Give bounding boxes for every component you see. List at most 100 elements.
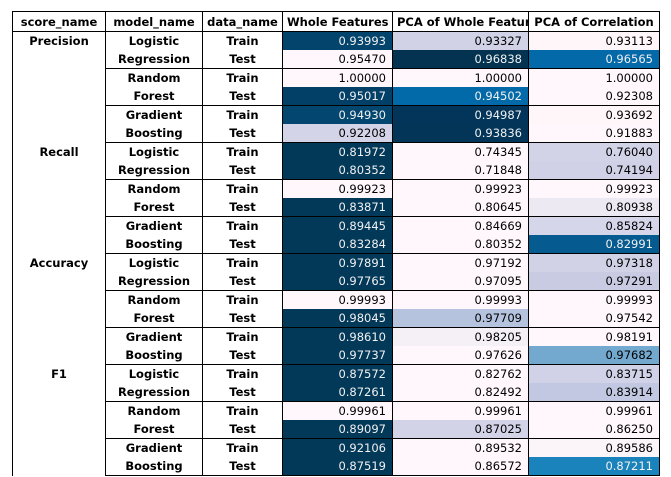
model-name-cell: Gradient <box>105 105 203 124</box>
pca-whole-features-cell: 0.97626 <box>392 346 529 365</box>
data-name-cell: Train <box>202 253 283 272</box>
whole-features-cell: 0.95470 <box>282 50 393 69</box>
model-name-cell: Boosting <box>105 346 203 365</box>
table-row: Random Train 0.99961 0.99961 0.99961 <box>13 401 660 420</box>
table-row: Random Train 0.99923 0.99923 0.99923 <box>13 179 660 198</box>
whole-features-cell: 0.94930 <box>282 105 393 124</box>
model-name-cell: Logistic <box>105 364 203 383</box>
pca-correlation-cell: 0.97542 <box>528 309 660 328</box>
header-score-name: score_name <box>12 11 106 32</box>
whole-features-cell: 1.00000 <box>282 68 393 87</box>
data-name-cell: Train <box>202 327 283 346</box>
pca-whole-features-cell: 1.00000 <box>392 68 529 87</box>
model-name-cell: Boosting <box>105 457 203 476</box>
pca-whole-features-cell: 0.97709 <box>392 309 529 328</box>
table-row: Precision Logistic Train 0.93993 0.93327 0.93… <box>12 31 660 143</box>
table-row: Forest Test 0.95017 0.94502 0.92308 <box>13 87 660 106</box>
model-name-cell: Regression <box>105 383 203 402</box>
table-row: Gradient Train 0.94930 0.94987 0.93692 <box>13 105 660 124</box>
table-body: Precision Logistic Train 0.93993 0.93327 0.93… <box>12 31 660 476</box>
model-name-cell: Logistic <box>105 31 203 50</box>
data-name-cell: Test <box>202 124 283 143</box>
whole-features-cell: 0.98610 <box>282 327 393 346</box>
table-row: Regression Test 0.97765 0.97095 0.97291 <box>13 272 660 291</box>
model-name-cell: Gradient <box>105 327 203 346</box>
table-row: Random Train 0.99993 0.99993 0.99993 <box>13 290 660 309</box>
model-name-cell: Random <box>105 68 203 87</box>
pca-correlation-cell: 0.97291 <box>528 272 660 291</box>
data-name-cell: Train <box>202 142 283 161</box>
table-row: Forest Test 0.98045 0.97709 0.97542 <box>13 309 660 328</box>
model-name-cell: Forest <box>105 198 203 217</box>
model-name-cell: Boosting <box>105 235 203 254</box>
pca-correlation-cell: 1.00000 <box>528 68 660 87</box>
model-name-cell: Forest <box>105 87 203 106</box>
table-row: Forest Test 0.89097 0.87025 0.86250 <box>13 420 660 439</box>
model-name-cell: Random <box>105 401 203 420</box>
pca-correlation-cell: 0.86250 <box>528 420 660 439</box>
table-row: F1 Logistic Train 0.87572 0.82762 0.83715 <box>12 364 660 476</box>
table-row: Accuracy Logistic Train 0.97891 0.97192 0.973… <box>12 253 660 365</box>
table-row: Random Train 1.00000 1.00000 1.00000 <box>13 68 660 87</box>
data-name-cell: Test <box>202 235 283 254</box>
pca-whole-features-cell: 0.86572 <box>392 457 529 476</box>
pca-correlation-cell: 0.98191 <box>528 327 660 346</box>
data-name-cell: Test <box>202 346 283 365</box>
pca-correlation-cell: 0.97682 <box>528 346 660 365</box>
pca-correlation-cell: 0.87211 <box>528 457 660 476</box>
pca-correlation-cell: 0.93692 <box>528 105 660 124</box>
model-name-cell: Random <box>105 179 203 198</box>
pca-correlation-cell: 0.82991 <box>528 235 660 254</box>
score-name-cell: F1 <box>12 364 106 476</box>
whole-features-cell: 0.87519 <box>282 457 393 476</box>
pca-whole-features-cell: 0.93836 <box>392 124 529 143</box>
data-name-cell: Train <box>202 438 283 457</box>
pca-whole-features-cell: 0.97192 <box>392 253 529 272</box>
whole-features-cell: 0.83284 <box>282 235 393 254</box>
data-name-cell: Train <box>202 401 283 420</box>
table-row: Boosting Test 0.92208 0.93836 0.91883 <box>13 124 660 143</box>
table-row: Boosting Test 0.87519 0.86572 0.87211 <box>13 457 660 476</box>
table-row: Boosting Test 0.83284 0.80352 0.82991 <box>13 235 660 254</box>
whole-features-cell: 0.87261 <box>282 383 393 402</box>
data-name-cell: Test <box>202 457 283 476</box>
pca-correlation-cell: 0.96565 <box>528 50 660 69</box>
pca-whole-features-cell: 0.98205 <box>392 327 529 346</box>
pca-correlation-cell: 0.93113 <box>528 31 660 50</box>
data-name-cell: Test <box>202 198 283 217</box>
pca-correlation-cell: 0.76040 <box>528 142 660 161</box>
whole-features-cell: 0.99923 <box>282 179 393 198</box>
model-name-cell: Gradient <box>105 216 203 235</box>
data-name-cell: Train <box>202 216 283 235</box>
table-row: Gradient Train 0.89445 0.84669 0.85824 <box>13 216 660 235</box>
pca-whole-features-cell: 0.97095 <box>392 272 529 291</box>
whole-features-cell: 0.97891 <box>282 253 393 272</box>
pca-correlation-cell: 0.85824 <box>528 216 660 235</box>
whole-features-cell: 0.89097 <box>282 420 393 439</box>
model-name-cell: Forest <box>105 309 203 328</box>
whole-features-cell: 0.81972 <box>282 142 393 161</box>
model-name-cell: Regression <box>105 161 203 180</box>
whole-features-cell: 0.97765 <box>282 272 393 291</box>
table-row: Recall Logistic Train 0.81972 0.74345 0.76040 <box>12 142 660 254</box>
table-row: Regression Test 0.95470 0.96838 0.96565 <box>13 50 660 69</box>
header-whole-features: Whole Features <box>282 11 393 32</box>
pca-whole-features-cell: 0.99923 <box>392 179 529 198</box>
data-name-cell: Test <box>202 383 283 402</box>
header-model-name: model_name <box>105 11 203 32</box>
data-name-cell: Test <box>202 420 283 439</box>
header-row: score_name model_name data_name Whole Fe… <box>12 11 660 32</box>
header-data-name: data_name <box>202 11 283 32</box>
score-name-cell: Precision <box>12 31 106 143</box>
score-name-cell: Accuracy <box>12 253 106 365</box>
model-name-cell: Regression <box>105 50 203 69</box>
model-name-cell: Gradient <box>105 438 203 457</box>
pca-whole-features-cell: 0.80645 <box>392 198 529 217</box>
data-name-cell: Test <box>202 87 283 106</box>
data-name-cell: Train <box>202 290 283 309</box>
data-name-cell: Test <box>202 161 283 180</box>
pca-whole-features-cell: 0.84669 <box>392 216 529 235</box>
pca-whole-features-cell: 0.82492 <box>392 383 529 402</box>
whole-features-cell: 0.80352 <box>282 161 393 180</box>
whole-features-cell: 0.92106 <box>282 438 393 457</box>
